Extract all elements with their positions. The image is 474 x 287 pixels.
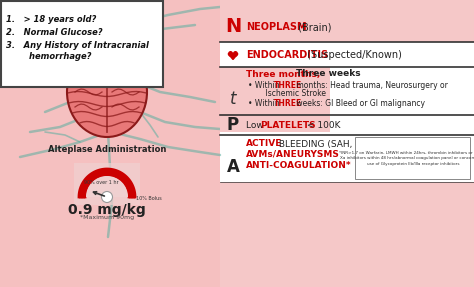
Text: Three months,: Three months, bbox=[246, 69, 323, 79]
Text: THREE: THREE bbox=[274, 80, 302, 90]
Text: P: P bbox=[227, 116, 239, 134]
Text: 1.   > 18 years old?: 1. > 18 years old? bbox=[6, 15, 96, 24]
Text: months: Head trauma, Neurosurgery or: months: Head trauma, Neurosurgery or bbox=[294, 80, 448, 90]
Text: NEOPLASM: NEOPLASM bbox=[246, 22, 307, 32]
Ellipse shape bbox=[233, 51, 238, 57]
Bar bbox=[220, 0, 474, 42]
Bar bbox=[355, 137, 470, 179]
Text: 90% over 1 hr: 90% over 1 hr bbox=[84, 180, 118, 185]
Text: weeks: GI Bleed or GI malignancy: weeks: GI Bleed or GI malignancy bbox=[294, 98, 425, 108]
Text: ENDOCARDITIS: ENDOCARDITIS bbox=[246, 50, 328, 60]
Text: Ischemic Stroke: Ischemic Stroke bbox=[256, 88, 326, 98]
Bar bbox=[0, 0, 220, 287]
Text: 3.   Any History of Intracranial
        hemorrhage?: 3. Any History of Intracranial hemorrhag… bbox=[6, 41, 149, 61]
Text: • Within: • Within bbox=[248, 98, 282, 108]
Text: ACTIVE: ACTIVE bbox=[246, 139, 283, 148]
Bar bbox=[220, 67, 330, 132]
Polygon shape bbox=[228, 54, 238, 59]
Text: t: t bbox=[230, 90, 236, 108]
Text: PLATELETS: PLATELETS bbox=[260, 121, 316, 129]
Bar bbox=[220, 182, 474, 287]
Text: 2.   Normal Glucose?: 2. Normal Glucose? bbox=[6, 28, 103, 37]
Bar bbox=[220, 0, 474, 287]
Text: A: A bbox=[227, 158, 239, 176]
Text: < 100K: < 100K bbox=[304, 121, 340, 129]
Bar bbox=[1, 1, 163, 87]
Text: *Maximum 90mg: *Maximum 90mg bbox=[80, 216, 134, 220]
Text: 0.9 mg/kg: 0.9 mg/kg bbox=[68, 203, 146, 217]
Text: *INR>1.7 on Warfarin, LMWH within 24hrs, thrombin inhibitors or factor
Xa inhibi: *INR>1.7 on Warfarin, LMWH within 24hrs,… bbox=[339, 150, 474, 166]
Circle shape bbox=[101, 191, 112, 203]
Text: N: N bbox=[225, 18, 241, 36]
Text: AVMs/ANEURYSMS: AVMs/ANEURYSMS bbox=[246, 150, 340, 158]
Bar bbox=[74, 163, 140, 205]
Ellipse shape bbox=[228, 51, 233, 57]
Text: THREE: THREE bbox=[274, 98, 302, 108]
Wedge shape bbox=[86, 176, 128, 197]
Text: Three weeks: Three weeks bbox=[296, 69, 361, 79]
Text: ANTI-COAGULATION*: ANTI-COAGULATION* bbox=[246, 160, 352, 170]
Text: (Brain): (Brain) bbox=[295, 22, 331, 32]
Text: (Suspected/Known): (Suspected/Known) bbox=[304, 50, 402, 60]
Text: 10% Bolus: 10% Bolus bbox=[136, 195, 162, 201]
Text: Low: Low bbox=[246, 121, 266, 129]
Text: • Within: • Within bbox=[248, 80, 282, 90]
Text: Alteplase Administration: Alteplase Administration bbox=[48, 145, 166, 154]
Text: BLEEDING (SAH, ICH, Aortic Dissection): BLEEDING (SAH, ICH, Aortic Dissection) bbox=[276, 139, 456, 148]
Ellipse shape bbox=[67, 47, 147, 137]
